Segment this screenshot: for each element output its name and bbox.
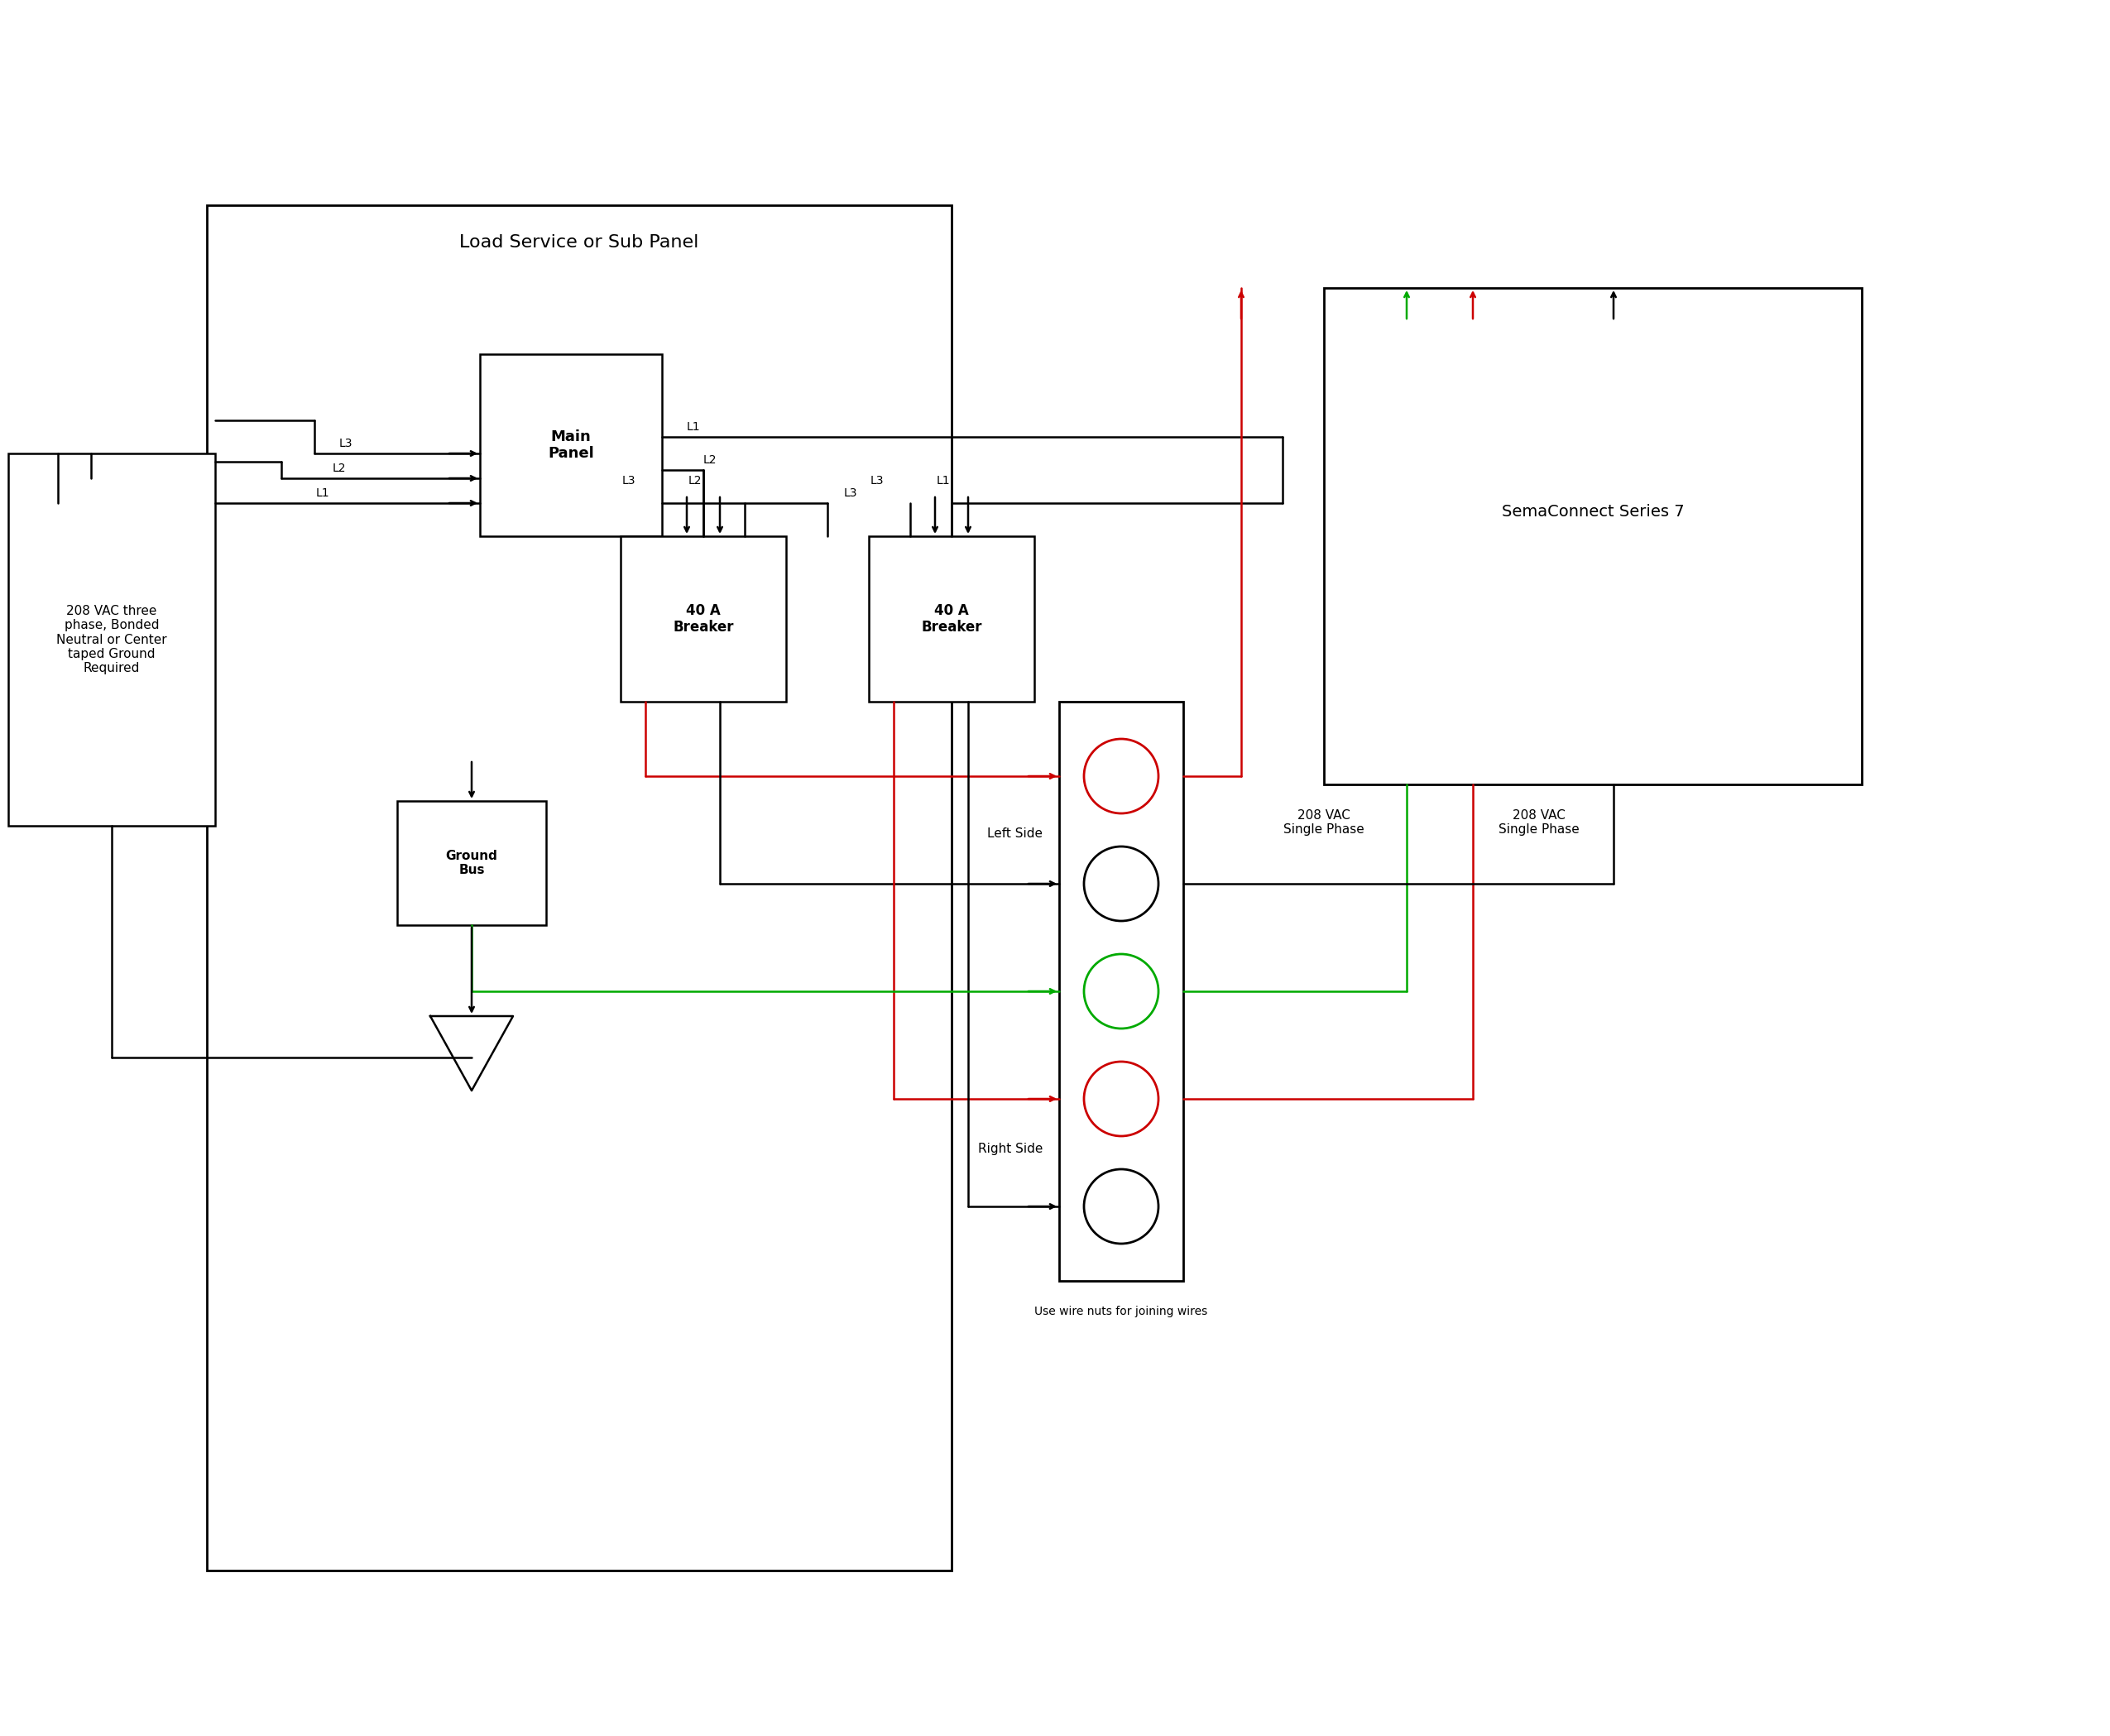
Text: 208 VAC
Single Phase: 208 VAC Single Phase <box>1283 809 1365 837</box>
Bar <box>1059 701 1184 1281</box>
Circle shape <box>1085 847 1158 922</box>
Circle shape <box>1085 1168 1158 1243</box>
Text: L2: L2 <box>703 455 717 465</box>
Text: 208 VAC
Single Phase: 208 VAC Single Phase <box>1498 809 1580 837</box>
Text: L3: L3 <box>844 488 857 498</box>
Text: L1: L1 <box>937 476 949 486</box>
Text: 208 VAC three
phase, Bonded
Neutral or Center
taped Ground
Required: 208 VAC three phase, Bonded Neutral or C… <box>57 604 167 675</box>
Text: 40 A
Breaker: 40 A Breaker <box>922 602 981 635</box>
Text: L2: L2 <box>688 476 703 486</box>
Circle shape <box>1085 740 1158 814</box>
Text: L1: L1 <box>316 488 329 498</box>
Bar <box>479 354 663 536</box>
Bar <box>620 536 787 701</box>
Text: Use wire nuts for joining wires: Use wire nuts for joining wires <box>1034 1305 1207 1318</box>
Circle shape <box>1085 1062 1158 1135</box>
Bar <box>397 800 546 925</box>
Bar <box>207 205 952 1571</box>
Bar <box>8 453 215 826</box>
Text: L3: L3 <box>869 476 884 486</box>
Circle shape <box>1085 955 1158 1028</box>
Text: Right Side: Right Side <box>977 1142 1042 1154</box>
Text: L3: L3 <box>340 437 352 450</box>
Text: Load Service or Sub Panel: Load Service or Sub Panel <box>460 234 698 250</box>
Text: L2: L2 <box>333 462 346 474</box>
Text: Left Side: Left Side <box>987 828 1042 840</box>
Text: Main
Panel: Main Panel <box>549 429 595 462</box>
Text: SemaConnect Series 7: SemaConnect Series 7 <box>1502 503 1684 519</box>
Bar <box>869 536 1034 701</box>
Text: L1: L1 <box>686 422 701 432</box>
Text: 40 A
Breaker: 40 A Breaker <box>673 602 734 635</box>
Text: Ground
Bus: Ground Bus <box>445 849 498 877</box>
Text: L3: L3 <box>622 476 635 486</box>
Bar <box>1323 288 1861 785</box>
